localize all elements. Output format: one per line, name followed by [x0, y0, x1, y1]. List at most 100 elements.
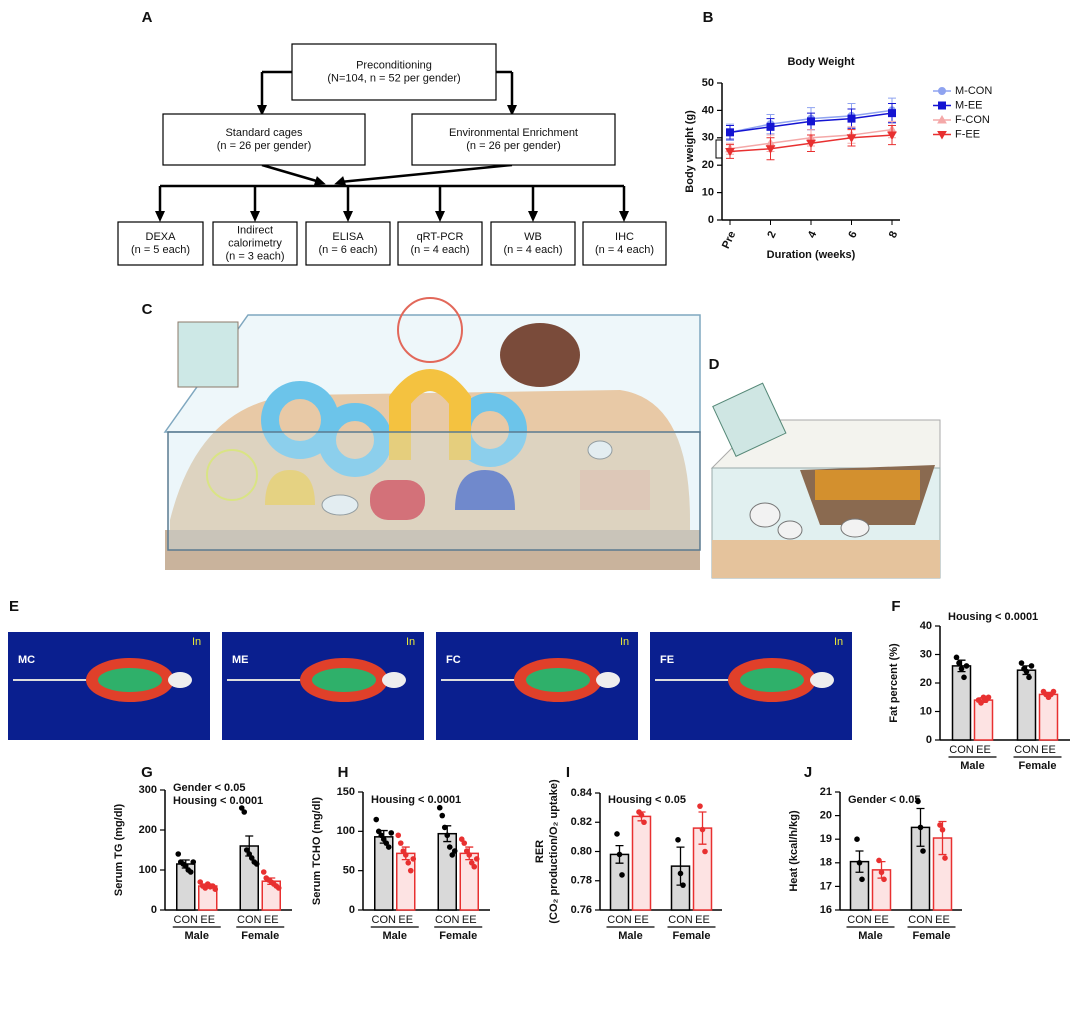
y-tick-label: 19: [820, 833, 832, 845]
flow-text: (n = 4 each): [595, 244, 654, 256]
category-label: Female: [1019, 760, 1057, 772]
flow-text: ELISA: [332, 231, 364, 243]
annotation: Housing < 0.0001: [948, 611, 1038, 623]
data-point: [436, 804, 443, 811]
arrow-head: [313, 176, 326, 186]
data-point: [963, 663, 970, 669]
flow-text: Indirect: [237, 224, 273, 236]
flow-box: [305, 221, 391, 266]
flow-box: [291, 43, 497, 101]
data-point: [680, 882, 686, 888]
annotation: Housing < 0.0001: [173, 795, 263, 807]
annotation: Gender < 0.05: [848, 794, 920, 806]
flow-box: [162, 113, 366, 166]
group-label: EE: [976, 744, 991, 756]
y-tick-label: 0.82: [571, 816, 592, 828]
y-tick-label: 40: [920, 620, 932, 632]
data-point: [1018, 660, 1025, 666]
bar: [1038, 693, 1059, 741]
data-point: [859, 876, 865, 883]
data-point: [856, 860, 863, 866]
image-label: FC: [446, 654, 461, 666]
y-axis-label: Body weight (g): [684, 110, 696, 193]
panel-label: B: [703, 9, 714, 26]
marker: [725, 148, 735, 157]
data-point: [956, 660, 962, 666]
marker: [887, 131, 897, 141]
line-chart: Body Weight 0 10 20 30 40 50 Body weight (g) Dur…: [684, 56, 992, 261]
y-tick-label: 30: [920, 648, 932, 660]
data-point: [248, 855, 255, 861]
y-tick-label: 16: [820, 904, 832, 916]
image-label: ME: [232, 654, 249, 666]
data-point: [1050, 688, 1057, 695]
data-point: [638, 812, 645, 818]
arrow-head: [507, 105, 517, 116]
y-axis-label: Heat (kcal/h/kg): [788, 810, 800, 892]
flow-box: [582, 221, 667, 266]
bar: [1016, 669, 1037, 741]
annotation: Housing < 0.05: [608, 794, 686, 806]
data-point: [937, 822, 943, 828]
flow-text: (n = 6 each): [318, 244, 377, 256]
panel-label: H: [338, 764, 349, 781]
y-axis-label: Fat percent (%): [888, 643, 900, 723]
y-tick-label: 20: [920, 677, 932, 689]
group-label: CON: [1014, 744, 1039, 756]
x-tick-label: 8: [887, 229, 900, 240]
data-point: [616, 851, 623, 858]
data-point: [675, 837, 681, 843]
marker: [888, 109, 896, 118]
data-point: [917, 824, 924, 831]
group-label: EE: [935, 914, 950, 926]
data-point: [182, 863, 189, 869]
flow-box: [397, 221, 483, 266]
data-point: [953, 654, 960, 661]
data-point: [614, 831, 620, 837]
data-point: [1026, 674, 1032, 681]
y-tick-label: 20: [820, 810, 832, 822]
data-point: [446, 844, 453, 850]
data-point: [260, 869, 267, 875]
y-tick-label: 300: [139, 784, 157, 796]
data-point: [699, 826, 706, 833]
data-point: [444, 832, 451, 839]
group-label: EE: [874, 914, 889, 926]
y-tick-label: 0: [349, 904, 355, 916]
panel-label: I: [566, 764, 570, 781]
y-tick-label: 0.76: [571, 904, 592, 916]
head: [382, 672, 406, 688]
flow-text: (n = 5 each): [131, 244, 190, 256]
data-point: [385, 844, 392, 850]
group-label: CON: [668, 914, 693, 926]
annotation: Housing < 0.0001: [371, 794, 461, 806]
flow-text: DEXA: [146, 231, 177, 243]
y-tick-label: 0: [151, 904, 157, 916]
data-point: [920, 848, 926, 854]
dexa-image: MC In: [8, 632, 210, 740]
x-tick-label: Pre: [720, 229, 738, 250]
flow-text: (n = 3 each): [225, 250, 284, 262]
y-tick-label: 50: [702, 77, 714, 89]
y-tick-label: 0: [708, 214, 714, 226]
data-point: [702, 848, 708, 855]
group-label: CON: [435, 914, 460, 926]
body-core: [526, 668, 590, 692]
data-point: [175, 851, 182, 857]
group-label: CON: [607, 914, 632, 926]
image-corner: In: [406, 636, 415, 648]
y-tick-label: 200: [139, 824, 157, 836]
head: [810, 672, 834, 688]
data-point: [942, 855, 948, 861]
y-axis-label: RER: [534, 840, 546, 863]
body-core: [740, 668, 804, 692]
category-label: Male: [618, 930, 642, 942]
group-label: CON: [174, 914, 199, 926]
y-tick-label: 0: [926, 734, 932, 746]
legend-label: M-CON: [955, 85, 992, 97]
y-tick-label: 10: [920, 705, 932, 717]
marker: [847, 114, 856, 123]
flow-text: Standard cages: [225, 127, 303, 139]
category-label: Female: [913, 930, 951, 942]
